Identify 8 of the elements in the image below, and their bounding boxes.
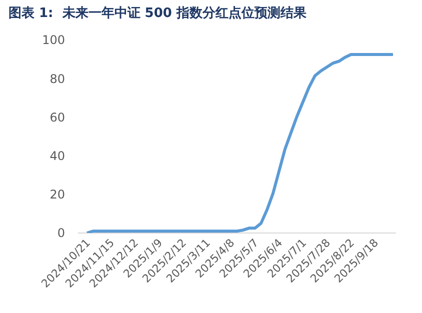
line-series xyxy=(86,52,394,233)
y-tick-label: 40 xyxy=(50,149,65,163)
chart-title: 图表 1: 未来一年中证 500 指数分红点位预测结果 xyxy=(8,4,308,21)
y-tick-label: 100 xyxy=(42,33,65,48)
y-tick-label: 20 xyxy=(50,188,65,202)
y-tick-label: 80 xyxy=(50,72,65,86)
y-tick-label: 0 xyxy=(57,226,65,240)
y-tick-label: 60 xyxy=(50,110,65,124)
